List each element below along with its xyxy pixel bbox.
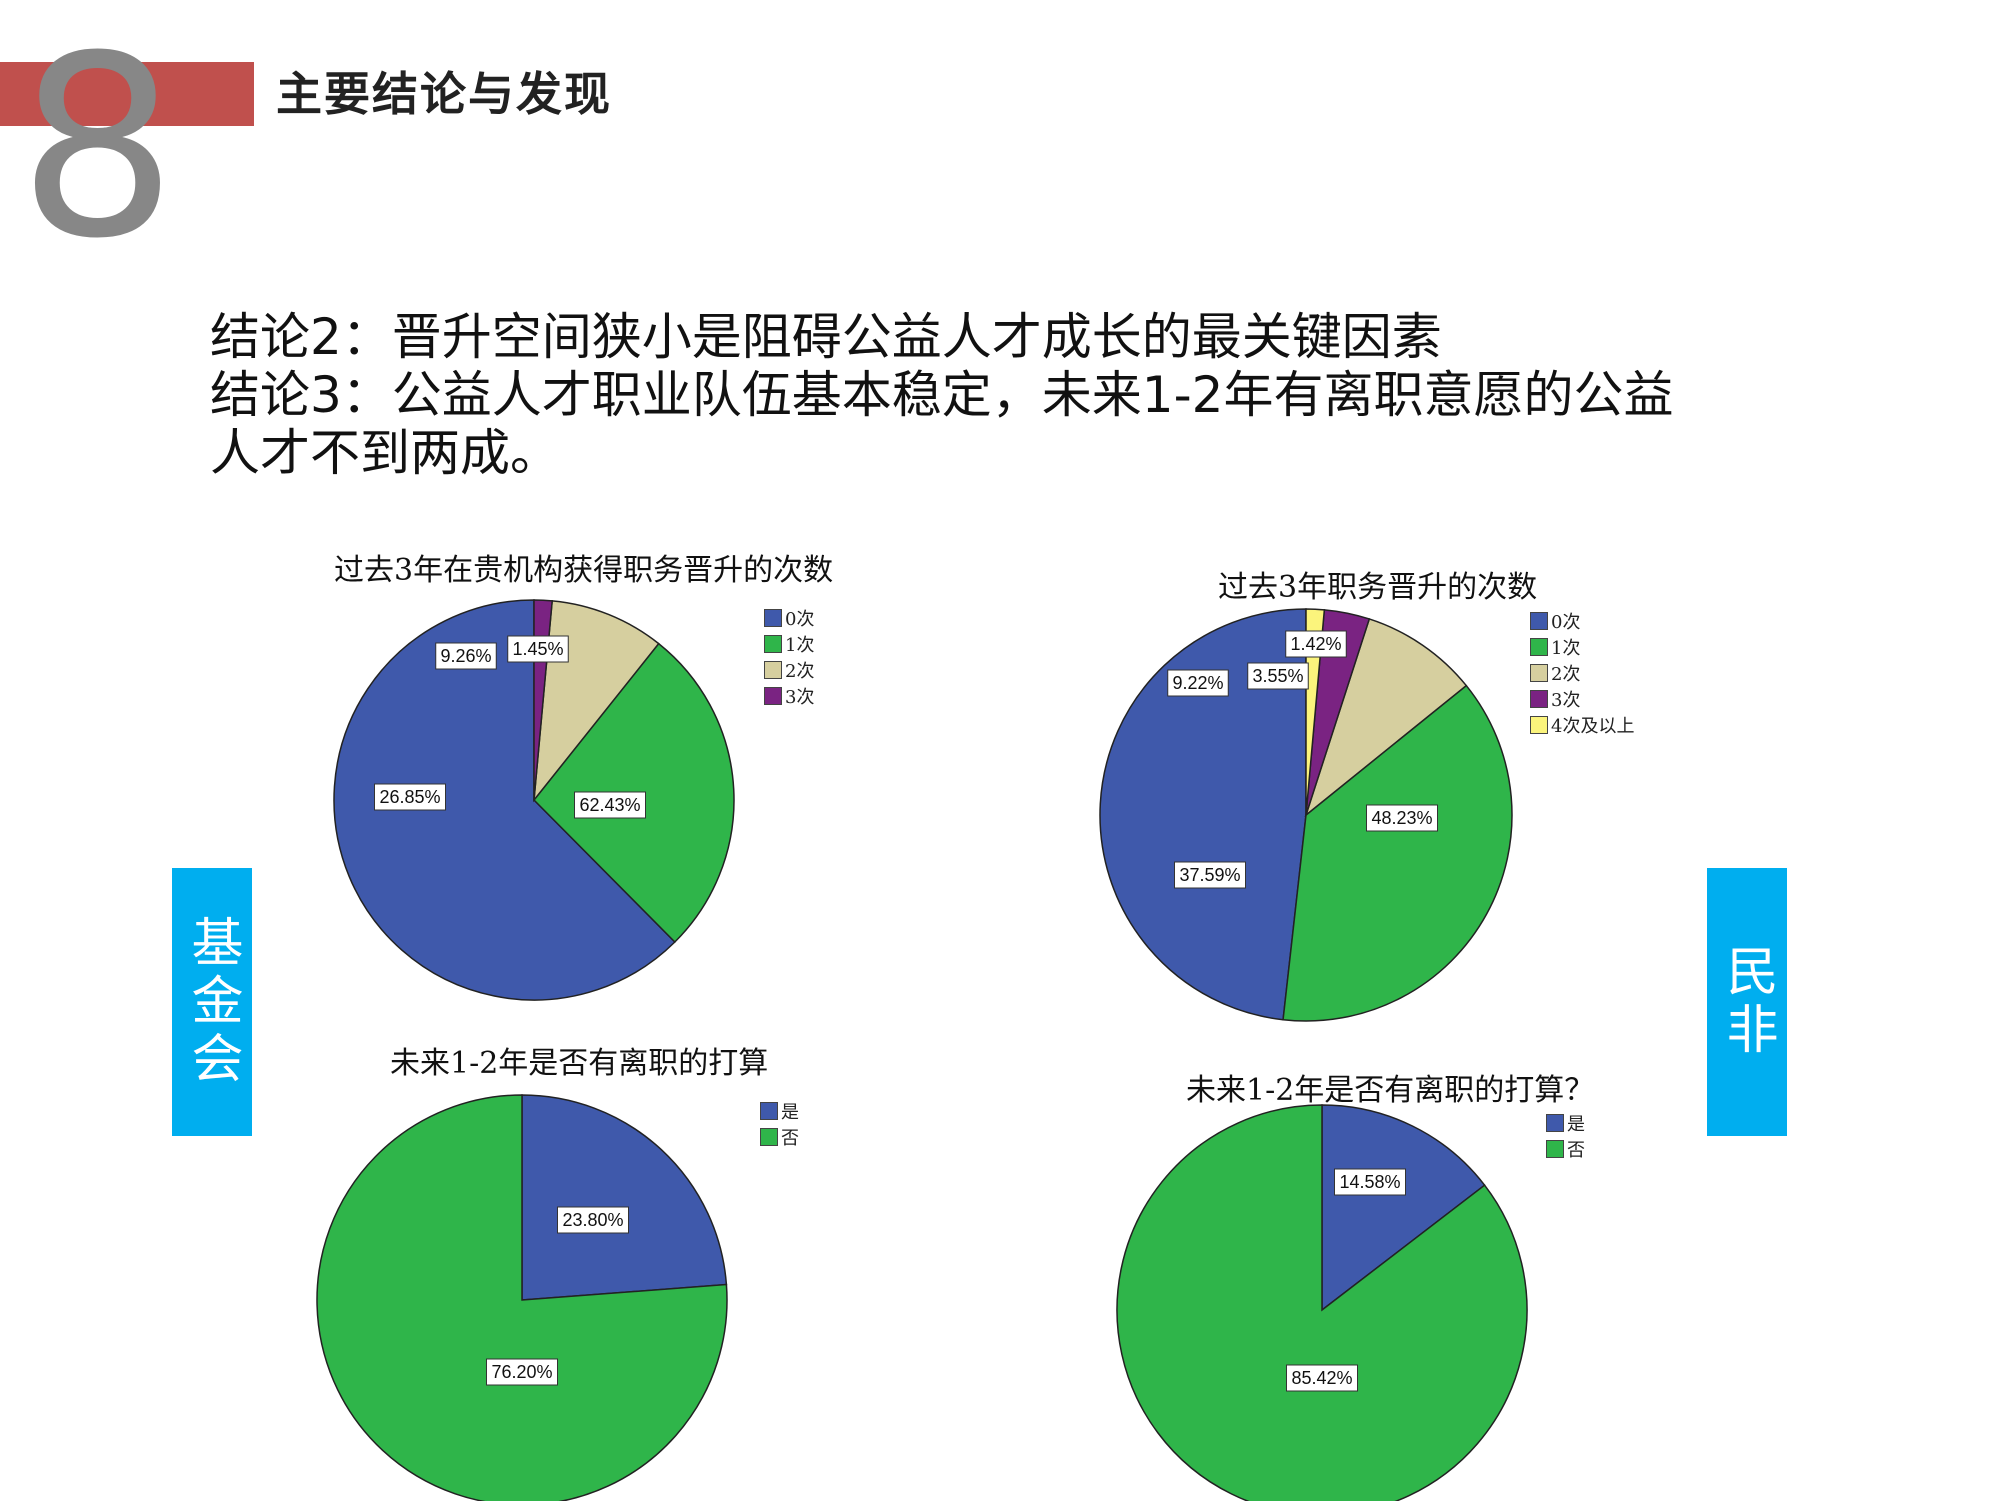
conclusion-line-1: 结论2：晋升空间狭小是阻碍公益人才成长的最关键因素 [210, 308, 1442, 366]
conclusion-line-3: 人才不到两成。 [210, 424, 560, 482]
legend-item: 0次 [1530, 608, 1634, 634]
legend-nonprofit-leaving: 是否 [1546, 1110, 1585, 1162]
pie-2-slice-0 [521, 1094, 728, 1301]
legend-label: 2次 [1551, 664, 1581, 685]
legend-foundation-promotion: 0次 1次 2次 3次 [764, 605, 814, 709]
side-label-private-nonprofit: 民非 [1707, 868, 1787, 1136]
pie-1-label-3: 3.55% [1252, 666, 1303, 686]
section-number: 8 [18, 2, 178, 293]
chart-title-nonprofit-promotion: 过去3年职务晋升的次数 [1218, 570, 1538, 605]
legend-swatch [764, 609, 782, 627]
legend-label: 否 [1567, 1140, 1585, 1161]
section-title: 主要结论与发现 [276, 67, 612, 121]
pie-1-slice-1 [1282, 684, 1513, 1022]
pie-0-label-box-2 [435, 642, 497, 670]
pie-0-label-1: 26.85% [379, 787, 440, 807]
pie-0-label-box-1 [374, 783, 446, 811]
legend-nonprofit-promotion: 0次 1次 2次 3次 4次及以上 [1530, 608, 1634, 738]
pie-1-slice-0 [1099, 608, 1307, 1021]
legend-label: 2次 [785, 661, 815, 682]
chart-title-nonprofit-leaving: 未来1-2年是否有离职的打算？ [1186, 1073, 1595, 1108]
chart-title-foundation-leaving: 未来1-2年是否有离职的打算 [390, 1046, 769, 1081]
pie-3-label-box-0 [1334, 1168, 1406, 1196]
legend-item: 是 [760, 1098, 799, 1124]
pie-2-slice-1 [316, 1094, 728, 1501]
pie-2: 23.80% 76.20% [316, 1094, 728, 1501]
legend-swatch [1530, 664, 1548, 682]
legend-swatch [764, 687, 782, 705]
pie-1-slice-4 [1305, 608, 1326, 816]
pie-1-label-box-3 [1247, 662, 1309, 690]
chart-title-foundation-promotion: 过去3年在贵机构获得职务晋升的次数 [334, 553, 834, 588]
legend-label: 4次及以上 [1551, 716, 1635, 737]
legend-item: 1次 [1530, 634, 1634, 660]
pie-3-label-1: 85.42% [1291, 1368, 1352, 1388]
legend-item: 否 [760, 1124, 799, 1150]
legend-item: 0次 [764, 605, 814, 631]
legend-swatch [1530, 690, 1548, 708]
pie-1-label-box-1 [1174, 861, 1246, 889]
pie-1: 48.23% 37.59% 9.22% 3.55% 1.42% [1099, 608, 1513, 1022]
pie-2-label-0: 23.80% [562, 1210, 623, 1230]
legend-item: 否 [1546, 1136, 1585, 1162]
legend-label: 0次 [1551, 612, 1581, 633]
legend-swatch [764, 635, 782, 653]
legend-swatch [760, 1102, 778, 1120]
legend-item: 3次 [1530, 686, 1634, 712]
legend-label: 否 [781, 1128, 799, 1149]
side-label-foundation: 基金会 [172, 868, 252, 1136]
pie-1-label-1: 37.59% [1179, 865, 1240, 885]
pie-0-label-3: 1.45% [512, 639, 563, 659]
section-accent-bar [0, 62, 254, 126]
pie-0-label-box-3 [507, 635, 569, 663]
legend-swatch [1546, 1114, 1564, 1132]
legend-label: 3次 [1551, 690, 1581, 711]
pie-1-label-2: 9.22% [1172, 673, 1223, 693]
legend-foundation-leaving: 是否 [760, 1098, 799, 1150]
conclusions-block: 结论2：晋升空间狭小是阻碍公益人才成长的最关键因素 结论3：公益人才职业队伍基本… [210, 308, 1710, 482]
pie-1-label-box-4 [1285, 630, 1347, 658]
legend-label: 3次 [785, 687, 815, 708]
pie-2-label-box-0 [557, 1206, 629, 1234]
legend-swatch [1546, 1140, 1564, 1158]
pie-2-label-box-1 [486, 1358, 558, 1386]
pie-1-label-box-2 [1167, 669, 1229, 697]
legend-item: 1次 [764, 631, 814, 657]
legend-swatch [1530, 612, 1548, 630]
pie-0-slice-0 [333, 599, 676, 1001]
pie-1-slice-2 [1304, 618, 1468, 818]
conclusion-line-2: 结论3：公益人才职业队伍基本稳定，未来1-2年有离职意愿的公益 [210, 366, 1674, 424]
pie-3-label-0: 14.58% [1339, 1172, 1400, 1192]
pie-3-label-box-1 [1286, 1364, 1358, 1392]
pie-2-label-1: 76.20% [491, 1362, 552, 1382]
pie-1-label-0: 48.23% [1371, 808, 1432, 828]
legend-item: 4次及以上 [1530, 712, 1634, 738]
pie-1-label-box-0 [1366, 804, 1438, 832]
legend-item: 2次 [764, 657, 814, 683]
legend-item: 是 [1546, 1110, 1585, 1136]
pie-3: 14.58% 85.42% [1116, 1104, 1528, 1501]
legend-label: 是 [781, 1102, 799, 1123]
pie-0-label-0: 62.43% [579, 795, 640, 815]
legend-swatch [760, 1128, 778, 1146]
legend-label: 1次 [785, 635, 815, 656]
pie-0-label-box-0 [574, 791, 646, 819]
pie-1-label-4: 1.42% [1290, 634, 1341, 654]
legend-swatch [1530, 716, 1548, 734]
legend-swatch [1530, 638, 1548, 656]
legend-item: 3次 [764, 683, 814, 709]
legend-swatch [764, 661, 782, 679]
pie-3-slice-0 [1321, 1104, 1486, 1312]
legend-label: 是 [1567, 1114, 1585, 1135]
legend-item: 2次 [1530, 660, 1634, 686]
pie-3-slice-1 [1116, 1104, 1528, 1501]
legend-label: 0次 [785, 609, 815, 630]
pie-0: 62.43% 26.85% 9.26% 1.45% [333, 599, 735, 1001]
legend-label: 1次 [1551, 638, 1581, 659]
pie-0-label-2: 9.26% [440, 646, 491, 666]
